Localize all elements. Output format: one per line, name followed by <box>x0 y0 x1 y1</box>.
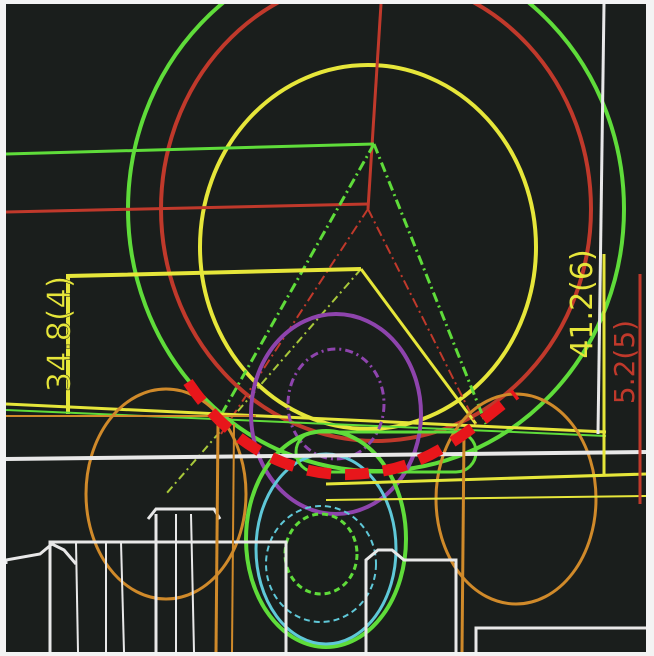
red-vertical-centerline <box>366 4 383 210</box>
white-structure-left <box>6 542 78 565</box>
lower-green-circle <box>244 429 408 649</box>
orange-vertical-3 <box>460 433 466 652</box>
white-structure-frame <box>48 540 288 652</box>
dimension-label-right-1: 41.2(6) <box>565 249 600 358</box>
triangle-inner-left <box>165 268 362 495</box>
triangle-right-edge <box>372 143 488 425</box>
red-horizontal-line <box>6 202 369 214</box>
orange-left-circle <box>84 387 248 601</box>
magenta-circle <box>249 312 423 516</box>
green-long-horizontal <box>6 409 607 437</box>
green-horizontal-line <box>6 142 375 156</box>
red-diag-1 <box>220 208 369 435</box>
white-horizontal-line <box>6 450 646 461</box>
yellow-long-horizontal <box>6 402 607 434</box>
dimension-label-left: 34.8(4) <box>40 276 78 393</box>
white-post-1 <box>75 541 79 652</box>
cad-drawing: 34.8(4) 41.2(6) 5.2(5) <box>6 4 646 652</box>
orange-vertical-2 <box>231 423 235 652</box>
orange-vertical-1 <box>214 423 220 652</box>
triangle-inner-right <box>359 268 478 425</box>
white-post-3 <box>120 541 125 652</box>
triangle-left-edge <box>214 143 376 425</box>
yellow-circle <box>198 63 538 431</box>
left-dimension-bracket <box>66 267 362 414</box>
white-bottom-right-frame <box>474 626 646 652</box>
dimension-label-right-2: 5.2(5) <box>608 320 641 404</box>
lower-cyan-dashed-circle <box>265 505 377 623</box>
cad-drawing-area: 34.8(4) 41.2(6) 5.2(5) <box>6 4 646 652</box>
magenta-dashed-circle <box>286 347 386 461</box>
white-post-6 <box>190 513 195 652</box>
yellow-horizontal-lower <box>325 472 646 486</box>
white-top-cap <box>146 507 222 520</box>
white-structure-right <box>364 548 458 652</box>
white-vertical-line <box>596 4 606 435</box>
lower-green-dashed-circle <box>283 512 359 596</box>
red-diag-2 <box>367 208 477 425</box>
yellow-horizontal-lower-2 <box>325 495 646 501</box>
